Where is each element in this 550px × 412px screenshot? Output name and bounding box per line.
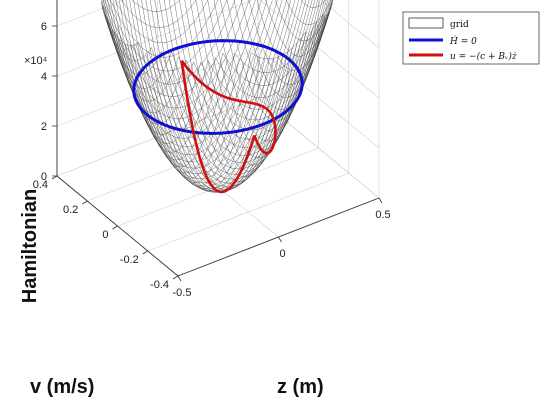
- blue-curve-hdot-zero: [132, 39, 304, 135]
- surface-mesh-line: [100, 0, 256, 120]
- x-tick-mark: [177, 275, 182, 282]
- x-tick-mark: [378, 197, 383, 204]
- surface-mesh-line: [104, 0, 236, 85]
- y-tick-mark: [172, 275, 179, 280]
- surface-mesh-line: [114, 0, 209, 44]
- y-tick-label: 0.4: [33, 179, 48, 191]
- z-tick-label: 0: [41, 171, 47, 183]
- surface-mesh-line: [145, 0, 325, 187]
- legend: grid Ḣ = 0 u = −(c + Bᵥ)ż: [402, 11, 540, 65]
- surface-mesh-line: [121, 0, 197, 28]
- y-tick-mark: [51, 175, 58, 180]
- surface-mesh-line: [103, 0, 262, 130]
- surface-mesh-line: [124, 0, 310, 192]
- z-tick-label: 6: [41, 21, 47, 33]
- axes: -0.500.5-0.4-0.200.20.402468: [33, 0, 391, 299]
- grid-line-z: [56, 0, 380, 49]
- y-tick-label: 0.2: [63, 204, 78, 216]
- surface-mesh-line: [184, 0, 298, 178]
- grid-line-x: [257, 0, 380, 199]
- legend-label-hdot: Ḣ = 0: [449, 35, 477, 47]
- red-curve-u-left: [180, 60, 256, 194]
- surface-mesh-line: [102, 0, 243, 97]
- legend-label-grid: grid: [450, 20, 469, 30]
- curves: [132, 39, 304, 194]
- x-tick-label: 0.5: [375, 209, 390, 221]
- y-tick-label: -0.4: [150, 279, 169, 291]
- surface-mesh-line: [131, 0, 181, 12]
- x-tick-label: 0: [279, 248, 285, 260]
- x-tick-mark: [278, 236, 282, 243]
- surface-mesh-line: [168, 0, 333, 163]
- y-tick-label: -0.2: [120, 254, 139, 266]
- surface-mesh-line: [220, 0, 319, 132]
- x-tick-label: -0.5: [173, 287, 192, 299]
- z-tick-label: 4: [41, 71, 47, 83]
- x-axis-label: z (m): [277, 376, 324, 398]
- surface-mesh-line: [108, 0, 287, 169]
- legend-label-u: u = −(c + Bᵥ)ż: [450, 51, 517, 62]
- surface-mesh-line: [127, 0, 313, 193]
- surface-mesh-line: [234, 21, 318, 73]
- y-tick-mark: [142, 250, 148, 255]
- surface-mesh-line: [110, 0, 219, 58]
- z-tick-label: 2: [41, 121, 47, 133]
- surface-mesh-line: [117, 0, 307, 190]
- y-tick-label: 0: [102, 229, 108, 241]
- y-axis-label: v (m/s): [30, 376, 94, 398]
- z-exponent-label: ×10⁴: [24, 55, 48, 67]
- red-curve-u-right: [180, 59, 277, 155]
- surface-mesh-line: [106, 0, 228, 72]
- grid-line-x: [157, 0, 279, 238]
- surface-mesh-line: [119, 0, 303, 187]
- z-axis-label: Hamiltonian: [19, 189, 41, 303]
- surface-mesh-line: [102, 0, 250, 109]
- surface-mesh-line: [151, 0, 329, 180]
- legend-swatch-grid: [408, 17, 444, 29]
- y-tick-mark: [82, 200, 88, 205]
- y-tick-mark: [112, 225, 118, 230]
- surface-mesh-line: [135, 0, 321, 192]
